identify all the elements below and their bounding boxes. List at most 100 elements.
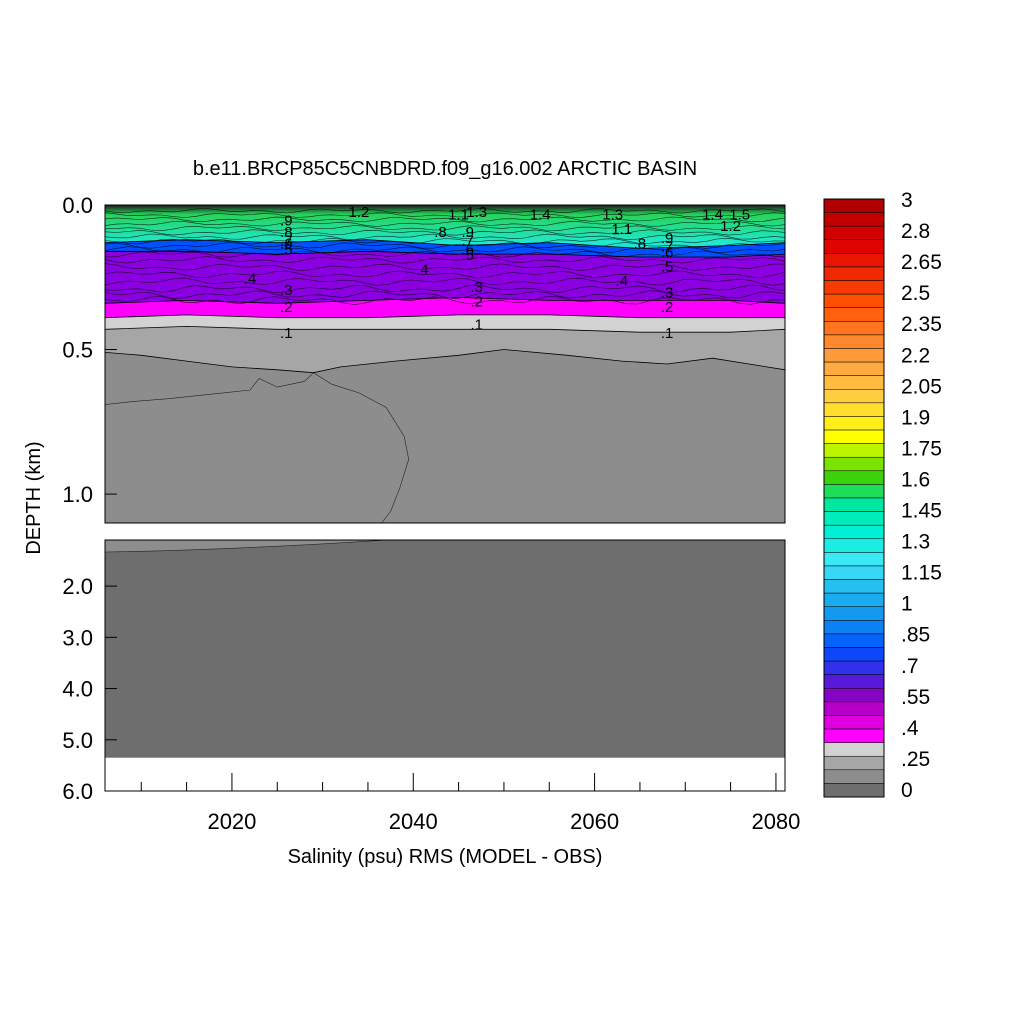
contour-label: .8 bbox=[434, 224, 447, 241]
colorbar-swatch bbox=[823, 497, 885, 512]
colorbar-swatch bbox=[823, 742, 885, 757]
colorbar-tick-label: 1.3 bbox=[901, 531, 930, 554]
colorbar-swatch bbox=[823, 633, 885, 648]
contour-label: .2 bbox=[280, 299, 293, 316]
contour-line bbox=[104, 242, 786, 249]
contour-label: 1.5 bbox=[729, 207, 750, 224]
colorbar-swatch bbox=[823, 783, 885, 798]
colorbar-swatch bbox=[823, 225, 885, 241]
colorbar-swatch bbox=[823, 592, 885, 607]
contour-label: 1.1 bbox=[611, 221, 632, 238]
colorbar-tick-label: 2.65 bbox=[901, 251, 942, 274]
colorbar-tick-label: .55 bbox=[901, 686, 930, 709]
colorbar-tick-label: 0 bbox=[901, 779, 913, 802]
contour-label: .6 bbox=[280, 236, 293, 253]
contour-label: 1.2 bbox=[720, 218, 741, 235]
contour-line bbox=[104, 233, 786, 240]
upper-panel-contour-labels: 1.2 1.11.3 1.4 1.3 1.4 1.51.21.1.9.9.9.8.8.8.… bbox=[244, 204, 750, 342]
contour-label: .7 bbox=[461, 233, 474, 250]
contour-line bbox=[104, 256, 786, 264]
y-tick-label: 4.0 bbox=[62, 677, 93, 702]
colorbar-swatch bbox=[823, 321, 885, 336]
colorbar-swatch bbox=[823, 456, 885, 472]
colorbar-swatch bbox=[823, 429, 885, 444]
colorbar-swatch bbox=[823, 416, 885, 431]
colorbar-tick-label: .85 bbox=[901, 624, 930, 647]
contour-label: .6 bbox=[461, 241, 474, 258]
colorbar-swatch bbox=[823, 728, 885, 743]
colorbar-tick-label: 2.5 bbox=[901, 282, 930, 305]
colorbar-swatch bbox=[823, 212, 885, 227]
upper-panel-y-ticks: 0.0 0.5 1.0 bbox=[62, 193, 117, 507]
contour-label: .1 bbox=[661, 325, 674, 342]
x-axis-label: Salinity (psu) RMS (MODEL - OBS) bbox=[288, 846, 603, 868]
contour-label: .5 bbox=[661, 259, 674, 276]
y-tick-label: 5.0 bbox=[62, 728, 93, 753]
colorbar-frame bbox=[823, 198, 885, 798]
colorbar-swatch bbox=[823, 443, 885, 458]
colorbar-swatches bbox=[823, 198, 885, 798]
contour-label: 1.3 bbox=[602, 207, 623, 224]
contour-label: .2 bbox=[661, 299, 674, 316]
colorbar-swatch bbox=[823, 239, 885, 254]
colorbar-swatch bbox=[823, 266, 885, 281]
colorbar-swatch bbox=[823, 769, 885, 784]
colorbar-tick-label: .4 bbox=[901, 717, 919, 740]
colorbar-swatch bbox=[823, 293, 885, 308]
upper-panel-frame bbox=[104, 204, 786, 524]
contour-label: .3 bbox=[661, 285, 674, 302]
colorbar-tick-label: .7 bbox=[901, 655, 919, 678]
contour-label: .4 bbox=[244, 270, 257, 287]
colorbar-tick-label: .25 bbox=[901, 748, 930, 771]
colorbar-swatch bbox=[823, 389, 885, 404]
contour-line bbox=[104, 220, 786, 227]
colorbar-tick-label: 1.6 bbox=[901, 469, 930, 492]
upper-panel: 1.2 1.11.3 1.4 1.3 1.4 1.51.21.1.9.9.9.8.8.8.… bbox=[62, 193, 786, 524]
contour-label: .9 bbox=[461, 224, 474, 241]
colorbar-tick-label: 2.05 bbox=[901, 375, 942, 398]
x-tick-label: 2060 bbox=[570, 809, 619, 834]
colorbar-swatch bbox=[823, 253, 885, 268]
colorbar-swatch bbox=[823, 375, 885, 390]
contour-line bbox=[105, 250, 786, 258]
lower-panel-fills bbox=[104, 539, 785, 758]
colorbar-tick-labels: 3 2.8 2.65 2.5 2.35 2.2 2.05 1.9 1.75 1.6 1.45 1.3 1… bbox=[901, 189, 942, 802]
contour-line-0.2-0.3 bbox=[104, 314, 785, 319]
contour-label: 1.1 bbox=[448, 207, 469, 224]
contour-line bbox=[104, 229, 786, 236]
contour-label: .4 bbox=[416, 262, 429, 279]
colorbar-swatch bbox=[823, 280, 885, 295]
contour-line-0.5-0.6 bbox=[105, 250, 786, 258]
contour-label: .8 bbox=[634, 236, 647, 253]
colorbar-swatch bbox=[823, 660, 885, 675]
contour-line-0.1-0.2 bbox=[104, 325, 786, 333]
contour-line-0.3-0.5 bbox=[104, 297, 786, 304]
contour-label: 1.4 bbox=[530, 207, 551, 224]
colorbar-tick-label: 2.2 bbox=[901, 344, 930, 367]
y-tick-label: 0.0 bbox=[62, 193, 93, 218]
colorbar-tick-label: 2.8 bbox=[901, 220, 930, 243]
y-tick-label: 0.5 bbox=[62, 338, 93, 363]
colorbar-swatch bbox=[823, 402, 885, 417]
colorbar-tick-label: 1.15 bbox=[901, 562, 942, 585]
colorbar-swatch bbox=[823, 647, 885, 662]
colorbar-swatch bbox=[823, 198, 885, 213]
colorbar-swatch bbox=[823, 484, 885, 499]
contour-label: .8 bbox=[280, 224, 293, 241]
colorbar-tick-label: 1.45 bbox=[901, 500, 942, 523]
colorbar-swatch bbox=[823, 538, 885, 553]
colorbar-swatch bbox=[823, 470, 885, 485]
contour-line bbox=[104, 237, 786, 245]
lower-light-wedge bbox=[104, 539, 387, 553]
colorbar-tick-label: 1.75 bbox=[901, 437, 942, 460]
x-tick-label: 2040 bbox=[389, 809, 438, 834]
contour-label: .1 bbox=[280, 325, 293, 342]
colorbar-swatch bbox=[823, 307, 885, 322]
contour-line-0.05-0.1 bbox=[104, 349, 786, 374]
colorbar-swatch bbox=[823, 334, 885, 349]
contour-line bbox=[104, 212, 786, 218]
y-axis-label: DEPTH (km) bbox=[23, 441, 45, 554]
contour-line->0.6 bbox=[104, 239, 786, 249]
chart-title: b.e11.BRCP85C5CNBDRD.f09_g16.002 ARCTIC … bbox=[193, 158, 697, 180]
